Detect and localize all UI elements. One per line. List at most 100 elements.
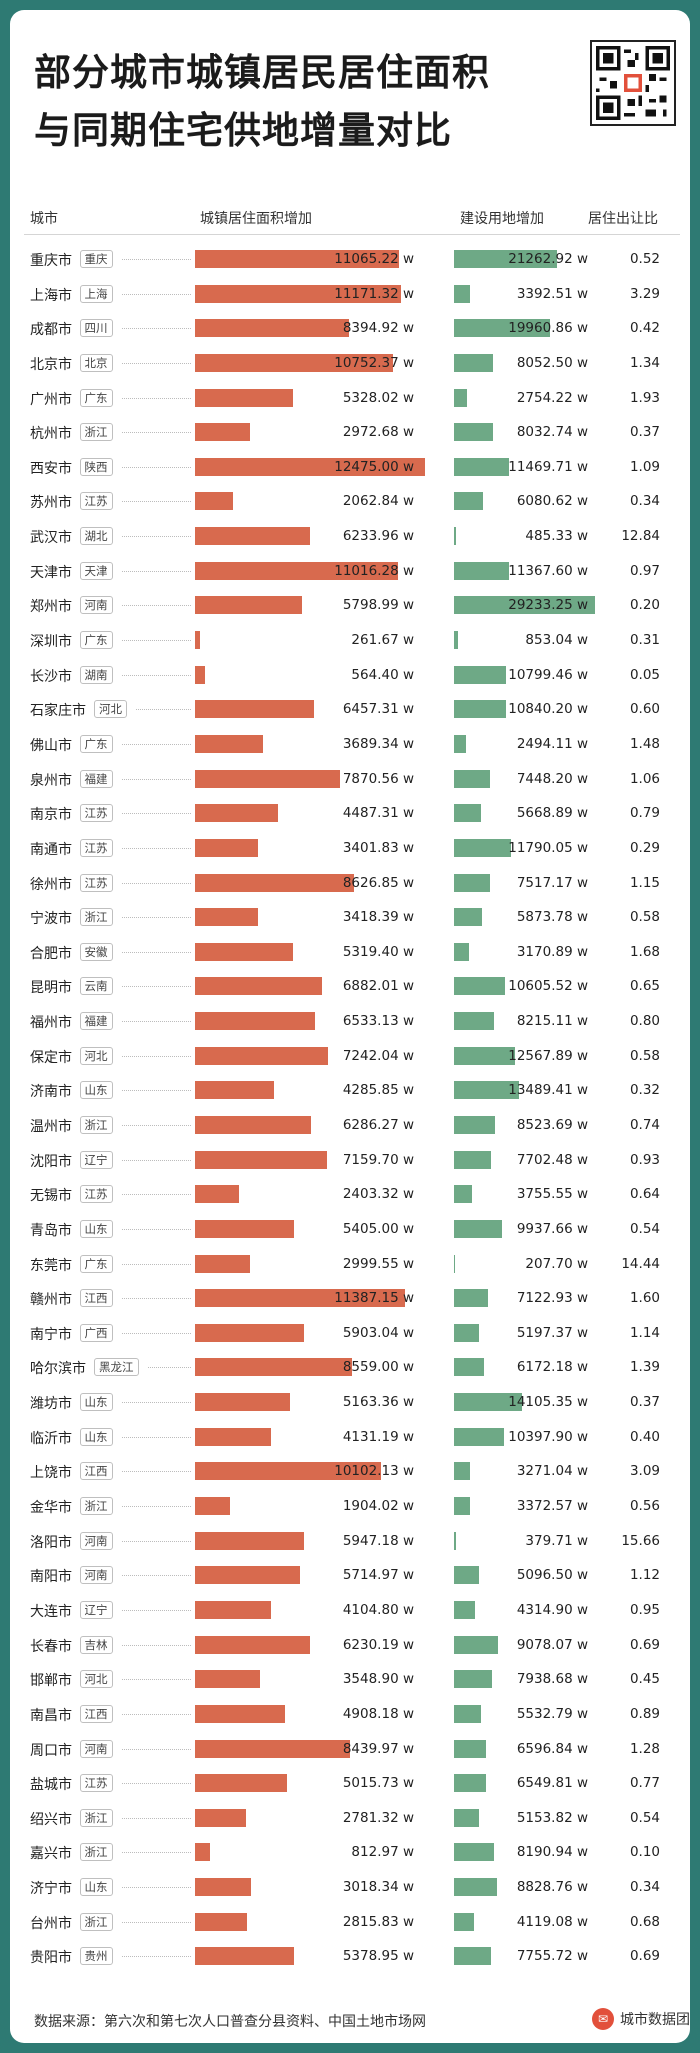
table-row: 无锡市 江苏 2403.32 w 3755.55 w 0.64	[10, 1177, 690, 1211]
land-bar	[454, 838, 511, 857]
residential-bar	[195, 631, 200, 650]
land-value: 11367.60 w	[508, 562, 588, 579]
residential-value: 11065.22 w	[334, 251, 414, 267]
land-value: 4314.90 w	[516, 1601, 588, 1618]
land-value: 7122.93 w	[516, 1290, 588, 1307]
table-row: 大连市 辽宁 4104.80 w 4314.90 w 0.95	[10, 1593, 690, 1627]
residential-bar	[195, 873, 354, 892]
chart-title: 部分城市城镇居民居住面积 与同期住宅供地增量对比	[34, 44, 574, 160]
land-value: 8032.74 w	[516, 424, 588, 441]
ratio-value: 0.97	[629, 562, 660, 579]
city-label: 潍坊市	[30, 1396, 72, 1413]
leader-dots	[121, 328, 191, 330]
province-badge: 浙江	[79, 1497, 113, 1516]
leader-dots	[121, 605, 191, 607]
land-bar	[454, 1947, 492, 1966]
province-badge: 贵州	[79, 1947, 113, 1966]
table-row: 南昌市 江西 4908.18 w 5532.79 w 0.89	[10, 1697, 690, 1731]
ratio-value: 3.09	[629, 1463, 660, 1480]
land-bar	[454, 1427, 505, 1446]
land-bar	[454, 423, 493, 442]
residential-value: 6233.96 w	[342, 528, 414, 545]
city-label: 大连市	[30, 1603, 72, 1620]
land-bar	[454, 665, 507, 684]
province-badge: 山东	[79, 1393, 113, 1412]
header-residential: 城镇居住面积增加	[200, 211, 312, 227]
land-bar	[454, 700, 507, 719]
residential-bar	[195, 977, 322, 996]
leader-dots	[121, 1956, 191, 1958]
leader-dots	[121, 674, 191, 676]
province-badge: 吉林	[79, 1635, 113, 1654]
leader-dots	[121, 1471, 191, 1473]
ratio-value: 15.66	[621, 1532, 660, 1549]
land-value: 2754.22 w	[516, 389, 588, 406]
table-row: 苏州市 江苏 2062.84 w 6080.62 w 0.34	[10, 484, 690, 518]
city-label: 成都市	[30, 322, 72, 339]
residential-bar	[195, 1947, 294, 1966]
table-row: 南阳市 河南 5714.97 w 5096.50 w 1.12	[10, 1558, 690, 1592]
residential-bar	[195, 457, 425, 476]
province-badge: 重庆	[79, 250, 113, 268]
land-value: 11790.05 w	[508, 839, 588, 856]
province-badge: 河南	[79, 1531, 113, 1550]
province-badge: 山东	[79, 1878, 113, 1897]
residential-value: 3689.34 w	[342, 735, 414, 752]
land-bar	[454, 353, 493, 372]
ratio-value: 1.12	[629, 1567, 660, 1584]
land-value: 8215.11 w	[516, 1013, 588, 1030]
table-row: 东莞市 广东 2999.55 w 207.70 w 14.44	[10, 1247, 690, 1281]
province-badge: 广东	[79, 631, 113, 650]
land-bar	[454, 1393, 523, 1412]
land-bar	[454, 1219, 503, 1238]
province-badge: 江苏	[79, 1185, 113, 1204]
land-bar	[454, 1566, 479, 1585]
residential-value: 8626.85 w	[342, 874, 414, 891]
residential-value: 5947.18 w	[342, 1532, 414, 1549]
residential-value: 5714.97 w	[342, 1567, 414, 1584]
residential-bar	[195, 1081, 274, 1100]
land-value: 10799.46 w	[508, 666, 588, 683]
city-label: 洛阳市	[30, 1534, 72, 1551]
residential-bar	[195, 804, 278, 823]
land-bar	[454, 1150, 492, 1169]
province-badge: 北京	[79, 353, 113, 372]
land-value: 485.33 w	[525, 528, 588, 545]
ratio-value: 0.80	[629, 1013, 660, 1030]
residential-bar	[195, 492, 233, 511]
province-badge: 陕西	[79, 457, 113, 476]
residential-bar	[195, 1185, 240, 1204]
residential-bar	[195, 388, 294, 407]
province-badge: 浙江	[79, 1808, 113, 1827]
land-value: 9078.07 w	[516, 1636, 588, 1653]
residential-bar	[195, 1012, 316, 1031]
city-label: 长春市	[30, 1638, 72, 1655]
city-label: 济南市	[30, 1084, 72, 1101]
ratio-value: 1.14	[629, 1324, 660, 1341]
leader-dots	[121, 1194, 191, 1196]
residential-bar	[195, 1635, 310, 1654]
city-label: 武汉市	[30, 530, 72, 547]
residential-bar	[195, 1566, 301, 1585]
city-label: 赣州市	[30, 1292, 72, 1309]
residential-value: 8439.97 w	[342, 1740, 414, 1757]
land-bar	[454, 977, 506, 996]
residential-bar	[195, 423, 250, 442]
province-badge: 广东	[79, 388, 113, 407]
land-value: 3271.04 w	[516, 1463, 588, 1480]
table-row: 盐城市 江苏 5015.73 w 6549.81 w 0.77	[10, 1766, 690, 1800]
land-value: 7755.72 w	[516, 1948, 588, 1965]
residential-value: 1904.02 w	[342, 1498, 414, 1515]
residential-bar	[195, 1878, 251, 1897]
province-badge: 浙江	[79, 1116, 113, 1134]
residential-value: 7159.70 w	[342, 1151, 414, 1168]
ratio-value: 0.37	[629, 1394, 660, 1411]
land-value: 11469.71 w	[508, 458, 588, 475]
table-row: 南京市 江苏 4487.31 w 5668.89 w 0.79	[10, 796, 690, 830]
land-bar	[454, 734, 467, 753]
province-badge: 天津	[79, 561, 113, 580]
province-badge: 浙江	[79, 908, 113, 927]
residential-bar	[195, 1427, 271, 1446]
table-row: 深圳市 广东 261.67 w 853.04 w 0.31	[10, 623, 690, 657]
residential-value: 5328.02 w	[342, 389, 414, 406]
